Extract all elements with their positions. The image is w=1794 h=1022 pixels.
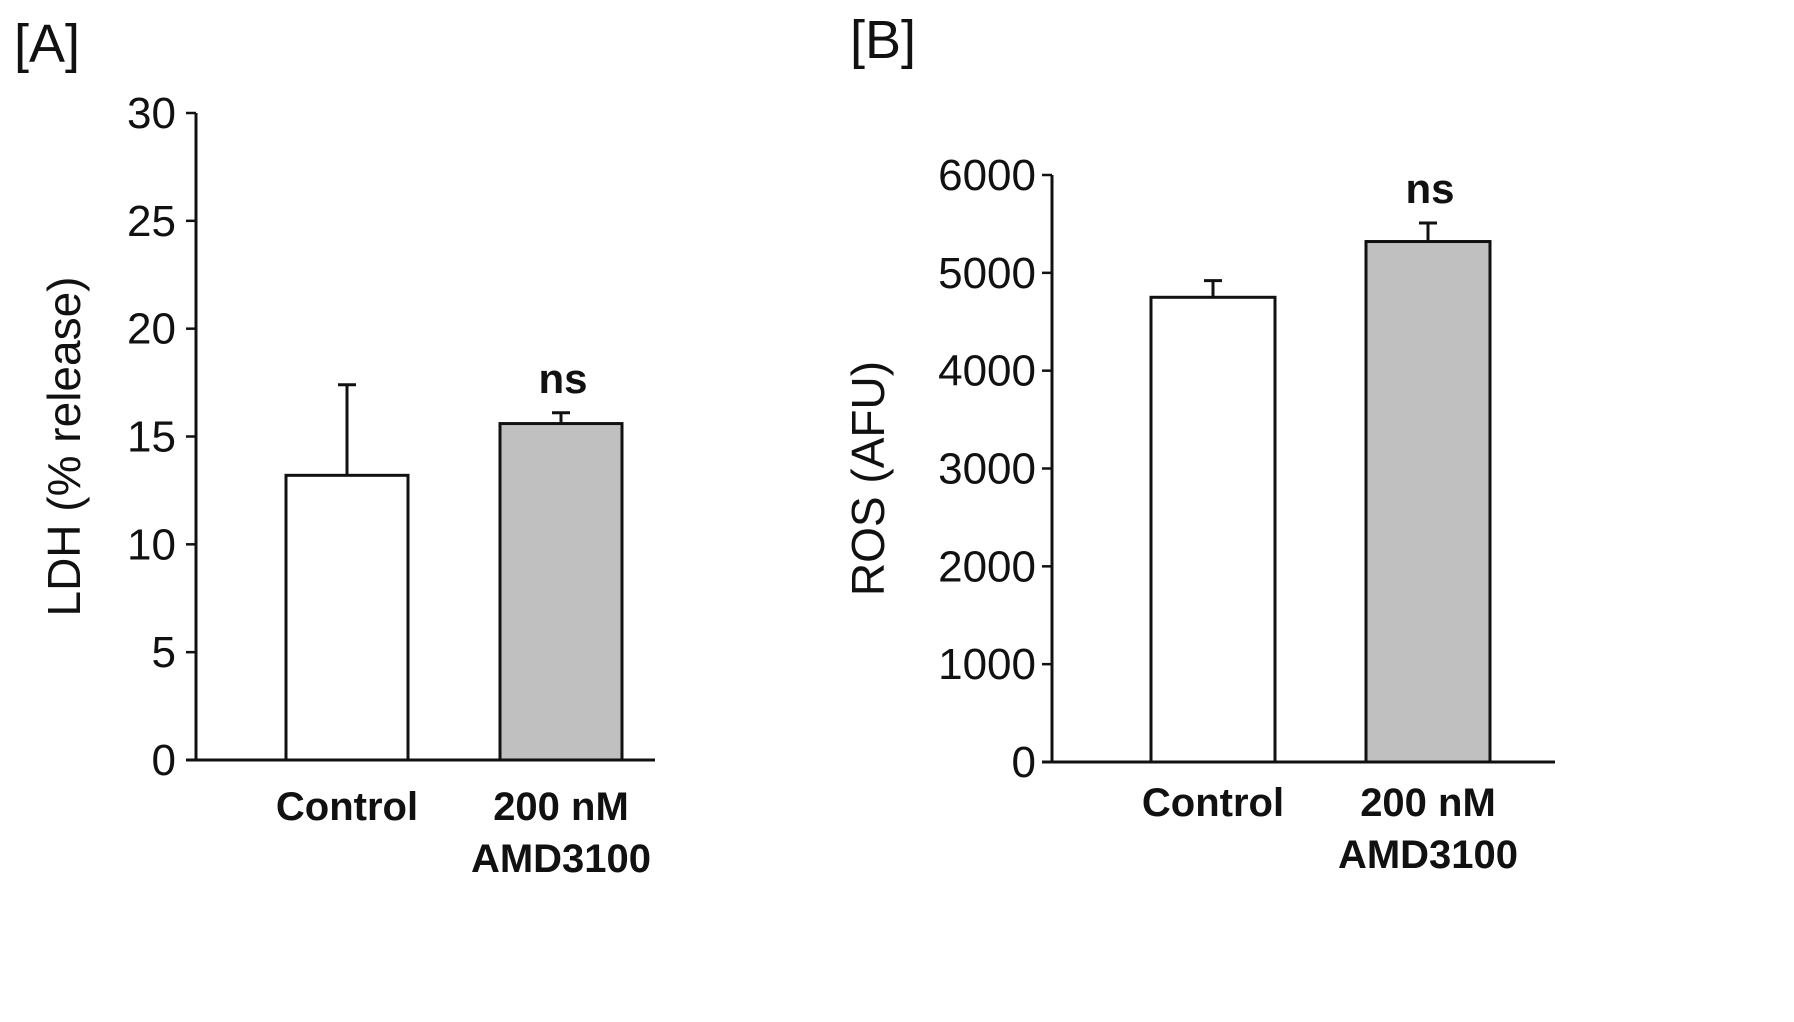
category-label: AMD3100 — [471, 837, 651, 881]
category-label: 200 nM — [493, 785, 629, 829]
panel-label: [A] — [14, 14, 80, 74]
panel-b: [B] 0 1000 2000 3000 4000 5000 6000 ROS (AFU) Con… — [842, 10, 1555, 877]
y-tick-label: 6000 — [938, 151, 1036, 200]
y-tick-label: 20 — [127, 305, 176, 354]
y-tick-label: 5 — [152, 628, 176, 677]
y-tick-label: 2000 — [938, 542, 1036, 591]
y-axis-title: ROS (AFU) — [842, 361, 894, 596]
y-tick-label: 25 — [127, 197, 176, 246]
significance-label: ns — [538, 355, 587, 402]
y-tick-label: 10 — [127, 520, 176, 569]
y-tick-label: 3000 — [938, 445, 1036, 494]
y-tick-label: 30 — [127, 89, 176, 138]
panel-label: [B] — [850, 10, 916, 70]
bar-amd3100 — [1364, 240, 1492, 764]
category-label: AMD3100 — [1338, 833, 1518, 877]
category-label: Control — [1142, 781, 1284, 825]
y-tick-label: 0 — [1012, 738, 1036, 787]
bar-amd3100 — [498, 422, 624, 762]
y-axis-title: LDH (% release) — [38, 277, 90, 617]
category-label: Control — [276, 785, 418, 829]
bar-control — [284, 473, 410, 762]
panel-a: [A] 0 5 10 15 20 25 30 LDH (% release) Control ns 2… — [14, 14, 655, 881]
y-tick-label: 15 — [127, 413, 176, 462]
y-tick-label: 5000 — [938, 249, 1036, 298]
category-label: 200 nM — [1360, 781, 1496, 825]
y-tick-label: 4000 — [938, 347, 1036, 396]
y-tick-label: 0 — [152, 736, 176, 785]
bar-control — [1149, 295, 1277, 764]
y-tick-label: 1000 — [938, 640, 1036, 689]
significance-label: ns — [1405, 165, 1454, 212]
